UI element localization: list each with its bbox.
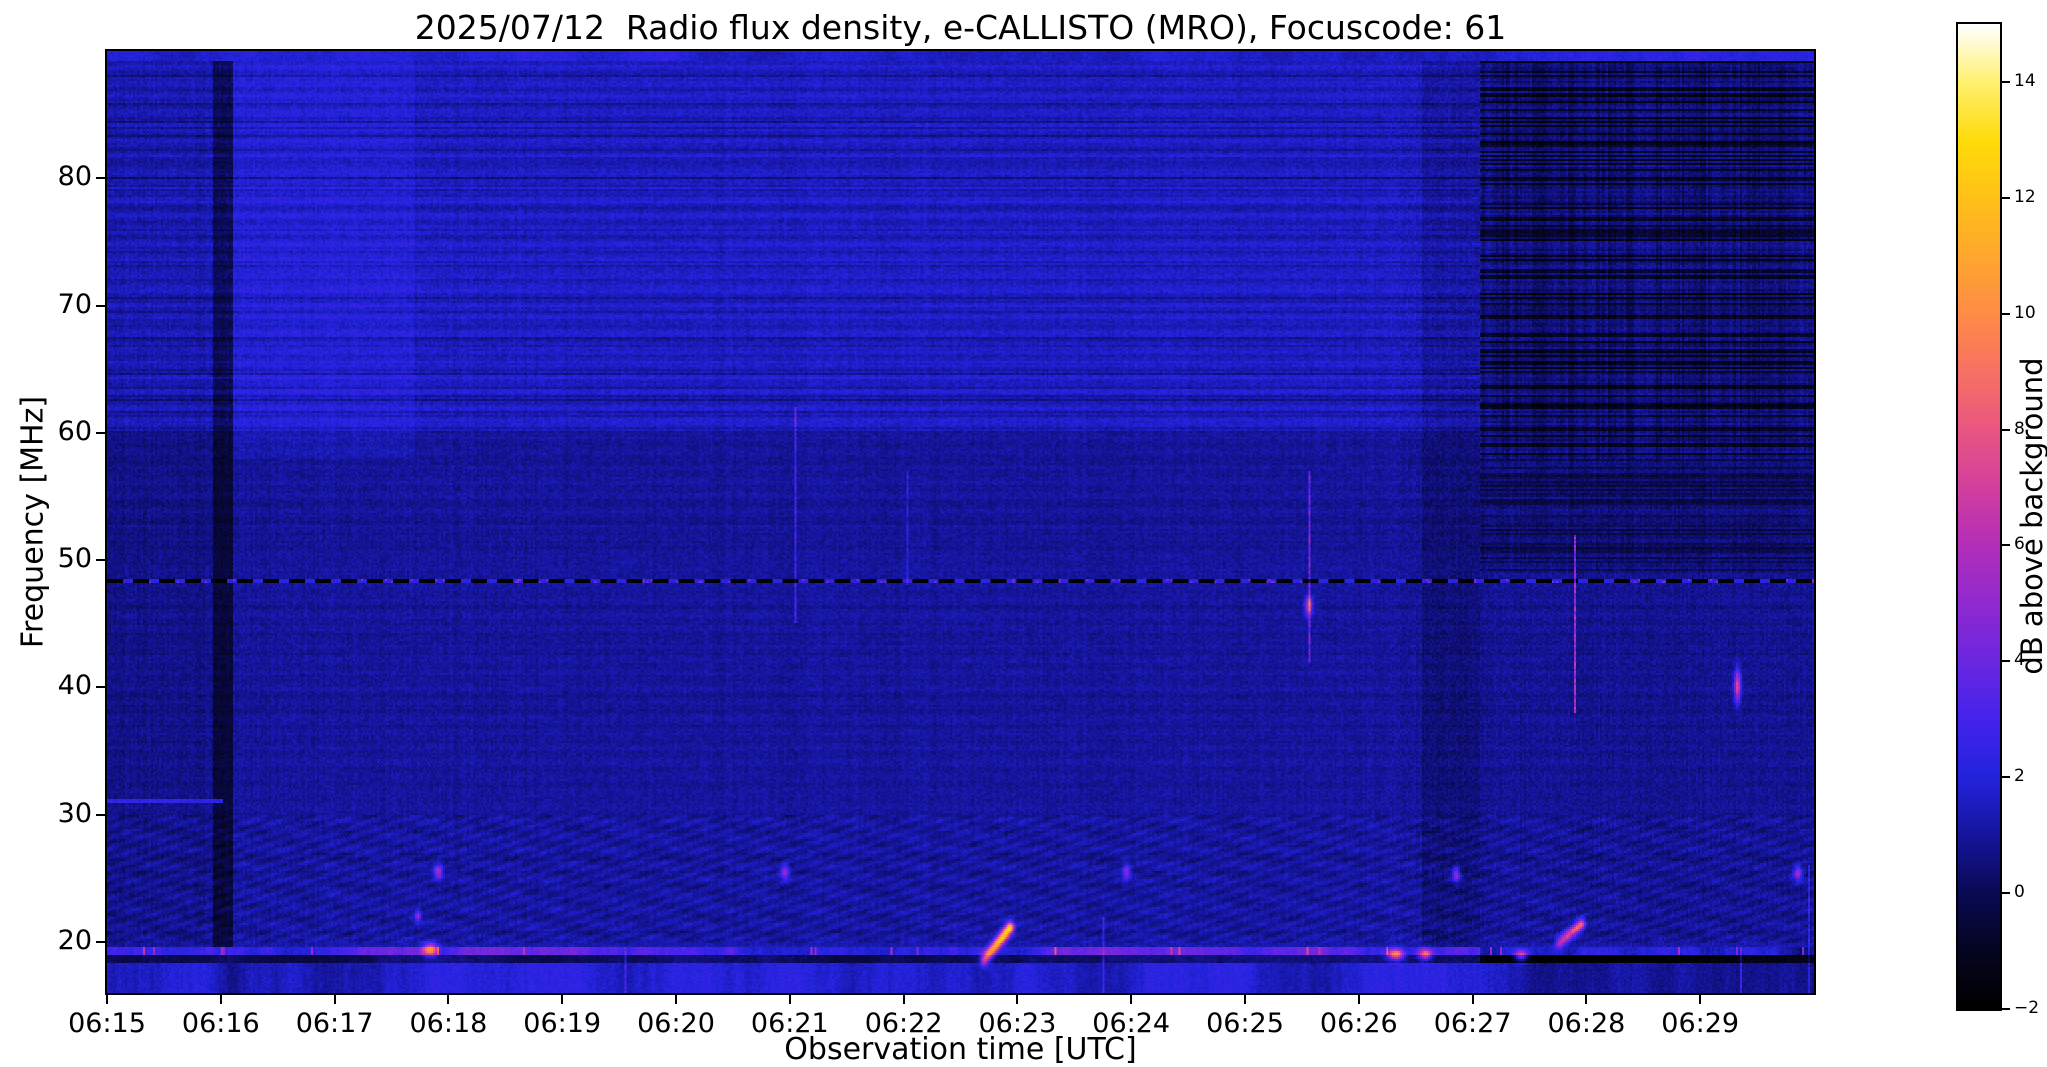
colorbar-tick-mark: [2002, 892, 2010, 895]
x-tick-label: 06:23: [978, 1008, 1057, 1039]
colorbar-canvas: [1956, 22, 2002, 1011]
colorbar-tick-mark: [2002, 1008, 2010, 1010]
x-tick-label: 06:24: [1092, 1008, 1171, 1039]
colorbar-tick-label: −2: [2014, 998, 2040, 1018]
colorbar-tick-mark: [2002, 80, 2010, 83]
y-tick-label: 20: [57, 925, 92, 957]
x-tick-mark: [447, 995, 450, 1004]
x-tick-mark: [788, 995, 791, 1004]
x-tick-mark: [1471, 995, 1474, 1004]
colorbar-tick-label: 2: [2014, 766, 2025, 787]
x-tick-mark: [902, 995, 905, 1004]
colorbar-tick-label: 12: [2014, 186, 2036, 207]
x-tick-label: 06:25: [1206, 1008, 1284, 1039]
colorbar-tick-label: 10: [2014, 302, 2036, 323]
x-tick-mark: [1244, 995, 1246, 1004]
colorbar-tick-mark: [2002, 196, 2010, 199]
y-tick-mark: [96, 431, 105, 434]
y-tick-mark: [96, 813, 105, 816]
x-tick-mark: [1357, 995, 1360, 1004]
y-axis-label: Frequency [MHz]: [15, 395, 51, 649]
y-tick-mark: [96, 559, 105, 562]
x-tick-label: 06:29: [1661, 1008, 1740, 1039]
x-tick-mark: [1699, 995, 1702, 1004]
colorbar-tick-mark: [2002, 776, 2010, 779]
colorbar-tick-label: 14: [2014, 70, 2036, 91]
colorbar-tick-mark: [2002, 660, 2010, 663]
y-tick-label: 30: [57, 797, 92, 829]
colorbar-tick-mark: [2002, 544, 2010, 547]
colorbar-tick-mark: [2002, 428, 2010, 431]
colorbar-tick-label: 6: [2014, 534, 2025, 555]
y-tick-mark: [96, 686, 105, 689]
x-tick-label: 06:27: [1433, 1008, 1512, 1039]
spectrogram-canvas: [105, 49, 1816, 995]
y-tick-label: 80: [57, 161, 92, 193]
y-tick-label: 70: [57, 288, 92, 320]
y-tick-label: 60: [57, 415, 92, 447]
chart-title: 2025/07/12 Radio flux density, e-CALLIST…: [414, 8, 1507, 47]
x-tick-label: 06:26: [1319, 1008, 1398, 1039]
x-tick-mark: [675, 995, 677, 1004]
y-tick-mark: [96, 177, 105, 180]
x-axis-label: Observation time [UTC]: [784, 1032, 1137, 1067]
x-tick-label: 06:15: [68, 1008, 146, 1039]
x-tick-mark: [106, 995, 108, 1004]
x-tick-label: 06:17: [295, 1008, 374, 1039]
x-tick-mark: [1016, 995, 1019, 1004]
colorbar-tick-label: 4: [2014, 650, 2025, 671]
colorbar-tick-label: 8: [2014, 418, 2025, 439]
colorbar-tick-label: 0: [2014, 882, 2025, 903]
y-tick-mark: [96, 941, 105, 944]
y-tick-label: 40: [57, 670, 92, 702]
x-tick-mark: [1130, 995, 1133, 1004]
x-tick-label: 06:18: [409, 1008, 488, 1039]
x-tick-label: 06:28: [1547, 1008, 1626, 1039]
x-tick-mark: [1585, 995, 1588, 1004]
y-tick-mark: [96, 304, 105, 307]
colorbar-label: dB above background: [2015, 357, 2047, 675]
x-tick-label: 06:22: [864, 1008, 943, 1039]
x-tick-label: 06:21: [750, 1008, 829, 1039]
colorbar-tick-mark: [2002, 312, 2010, 315]
x-tick-mark: [219, 995, 222, 1004]
x-tick-mark: [333, 995, 336, 1004]
x-tick-label: 06:19: [523, 1008, 602, 1039]
x-tick-label: 06:20: [637, 1008, 715, 1039]
x-tick-mark: [561, 995, 564, 1004]
y-tick-label: 50: [57, 543, 92, 575]
x-tick-label: 06:16: [181, 1008, 260, 1039]
